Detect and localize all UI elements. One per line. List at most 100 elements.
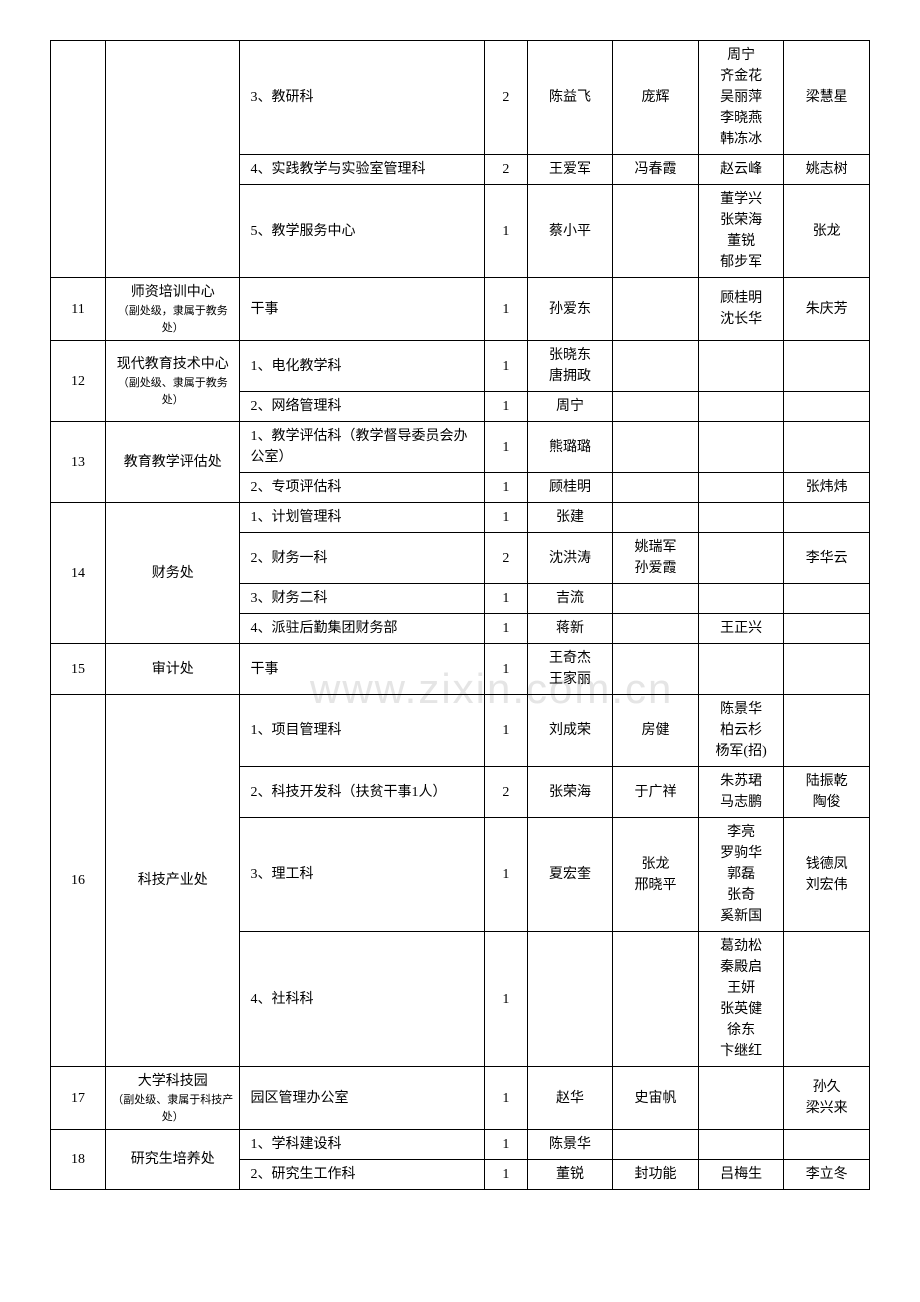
name-col-1: 刘成荣 bbox=[527, 695, 613, 767]
subdepartment: 4、实践教学与实验室管理科 bbox=[240, 155, 484, 185]
subdepartment: 2、财务一科 bbox=[240, 533, 484, 584]
name-col-3 bbox=[698, 422, 784, 473]
name-col-1: 陈景华 bbox=[527, 1130, 613, 1160]
name-col-4 bbox=[784, 614, 870, 644]
row-number: 12 bbox=[51, 341, 106, 422]
name-col-2: 于广祥 bbox=[613, 767, 699, 818]
row-number: 15 bbox=[51, 644, 106, 695]
count: 1 bbox=[484, 341, 527, 392]
name-col-2 bbox=[613, 614, 699, 644]
name-col-2: 房健 bbox=[613, 695, 699, 767]
subdepartment: 1、电化教学科 bbox=[240, 341, 484, 392]
name-col-2 bbox=[613, 473, 699, 503]
name-col-4 bbox=[784, 422, 870, 473]
count: 1 bbox=[484, 1067, 527, 1130]
name-col-4: 钱德凤刘宏伟 bbox=[784, 818, 870, 932]
subdepartment: 5、教学服务中心 bbox=[240, 185, 484, 278]
count: 1 bbox=[484, 695, 527, 767]
subdepartment: 1、项目管理科 bbox=[240, 695, 484, 767]
count: 1 bbox=[484, 185, 527, 278]
name-col-4 bbox=[784, 644, 870, 695]
name-col-3: 顾桂明沈长华 bbox=[698, 278, 784, 341]
name-col-1: 吉流 bbox=[527, 584, 613, 614]
name-col-1 bbox=[527, 932, 613, 1067]
name-col-2 bbox=[613, 644, 699, 695]
name-col-1: 赵华 bbox=[527, 1067, 613, 1130]
name-col-4: 李华云 bbox=[784, 533, 870, 584]
row-number: 11 bbox=[51, 278, 106, 341]
name-col-1: 王爱军 bbox=[527, 155, 613, 185]
name-col-3: 朱苏珺马志鹏 bbox=[698, 767, 784, 818]
name-col-2: 史宙帆 bbox=[613, 1067, 699, 1130]
name-col-4: 孙久梁兴来 bbox=[784, 1067, 870, 1130]
name-col-2: 庞辉 bbox=[613, 41, 699, 155]
subdepartment: 干事 bbox=[240, 278, 484, 341]
count: 1 bbox=[484, 503, 527, 533]
name-col-3 bbox=[698, 584, 784, 614]
name-col-4 bbox=[784, 584, 870, 614]
name-col-2 bbox=[613, 1130, 699, 1160]
name-col-4: 陆振乾陶俊 bbox=[784, 767, 870, 818]
row-number: 16 bbox=[51, 695, 106, 1067]
name-col-4: 张炜炜 bbox=[784, 473, 870, 503]
subdepartment: 园区管理办公室 bbox=[240, 1067, 484, 1130]
department-name: 教育教学评估处 bbox=[106, 422, 240, 503]
name-col-2 bbox=[613, 185, 699, 278]
row-number bbox=[51, 41, 106, 278]
name-col-2: 封功能 bbox=[613, 1160, 699, 1190]
name-col-3 bbox=[698, 341, 784, 392]
table-row: 13教育教学评估处1、教学评估科（教学督导委员会办公室）1熊璐璐 bbox=[51, 422, 870, 473]
count: 1 bbox=[484, 473, 527, 503]
name-col-2 bbox=[613, 278, 699, 341]
department-table: 3、教研科2陈益飞庞辉周宁齐金花吴丽萍李晓燕韩冻冰梁慧星4、实践教学与实验室管理… bbox=[50, 40, 870, 1190]
name-col-3 bbox=[698, 473, 784, 503]
subdepartment: 3、财务二科 bbox=[240, 584, 484, 614]
name-col-1: 蔡小平 bbox=[527, 185, 613, 278]
subdepartment: 4、社科科 bbox=[240, 932, 484, 1067]
name-col-4 bbox=[784, 392, 870, 422]
subdepartment: 1、计划管理科 bbox=[240, 503, 484, 533]
department-name: 研究生培养处 bbox=[106, 1130, 240, 1190]
name-col-4: 梁慧星 bbox=[784, 41, 870, 155]
row-number: 17 bbox=[51, 1067, 106, 1130]
name-col-1: 董锐 bbox=[527, 1160, 613, 1190]
name-col-2 bbox=[613, 503, 699, 533]
count: 2 bbox=[484, 41, 527, 155]
name-col-3: 周宁齐金花吴丽萍李晓燕韩冻冰 bbox=[698, 41, 784, 155]
subdepartment: 4、派驻后勤集团财务部 bbox=[240, 614, 484, 644]
name-col-2 bbox=[613, 392, 699, 422]
name-col-2: 冯春霞 bbox=[613, 155, 699, 185]
name-col-2 bbox=[613, 932, 699, 1067]
table-row: 16科技产业处1、项目管理科1刘成荣房健陈景华柏云杉杨军(招) bbox=[51, 695, 870, 767]
table-row: 11师资培训中心（副处级，隶属于教务处）干事1孙爱东顾桂明沈长华朱庆芳 bbox=[51, 278, 870, 341]
name-col-2 bbox=[613, 422, 699, 473]
subdepartment: 2、专项评估科 bbox=[240, 473, 484, 503]
name-col-4: 姚志树 bbox=[784, 155, 870, 185]
name-col-3 bbox=[698, 1067, 784, 1130]
name-col-2: 张龙邢晓平 bbox=[613, 818, 699, 932]
count: 1 bbox=[484, 932, 527, 1067]
count: 1 bbox=[484, 614, 527, 644]
name-col-1: 蒋新 bbox=[527, 614, 613, 644]
count: 1 bbox=[484, 392, 527, 422]
count: 2 bbox=[484, 533, 527, 584]
count: 1 bbox=[484, 584, 527, 614]
name-col-4 bbox=[784, 503, 870, 533]
department-name: 师资培训中心（副处级，隶属于教务处） bbox=[106, 278, 240, 341]
department-name: 现代教育技术中心（副处级、隶属于教务处） bbox=[106, 341, 240, 422]
row-number: 14 bbox=[51, 503, 106, 644]
count: 1 bbox=[484, 818, 527, 932]
department-name: 科技产业处 bbox=[106, 695, 240, 1067]
subdepartment: 3、教研科 bbox=[240, 41, 484, 155]
count: 1 bbox=[484, 1130, 527, 1160]
name-col-1: 张建 bbox=[527, 503, 613, 533]
count: 1 bbox=[484, 1160, 527, 1190]
name-col-1: 夏宏奎 bbox=[527, 818, 613, 932]
name-col-3 bbox=[698, 503, 784, 533]
table-row: 17大学科技园（副处级、隶属于科技产处）园区管理办公室1赵华史宙帆孙久梁兴来 bbox=[51, 1067, 870, 1130]
name-col-1: 张荣海 bbox=[527, 767, 613, 818]
name-col-4 bbox=[784, 1130, 870, 1160]
table-row: 12现代教育技术中心（副处级、隶属于教务处）1、电化教学科1张晓东唐拥政 bbox=[51, 341, 870, 392]
name-col-3: 赵云峰 bbox=[698, 155, 784, 185]
name-col-2 bbox=[613, 341, 699, 392]
